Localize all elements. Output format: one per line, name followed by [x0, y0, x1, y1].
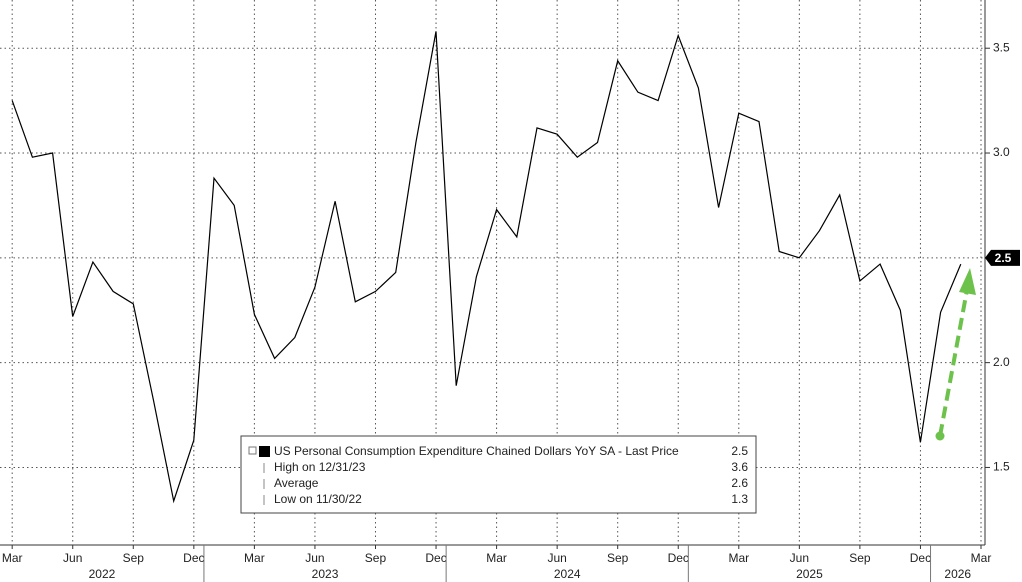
- axes: 1.5 2.0 2.5 3.0 3.5 Mar Jun Sep Dec Mar Jun Sep Dec M…: [2, 40, 1020, 582]
- x-tick-label: Dec: [910, 551, 931, 565]
- x-tick-label: Jun: [547, 551, 566, 565]
- legend-value: 1.3: [731, 492, 748, 506]
- legend: US Personal Consumption Expenditure Chai…: [240, 435, 757, 514]
- x-tick-label: Mar: [2, 551, 23, 565]
- y-tick-label: 2.0: [993, 355, 1010, 369]
- last-price-label: 2.5: [995, 251, 1012, 265]
- legend-value: 3.6: [731, 460, 748, 474]
- legend-title: US Personal Consumption Expenditure Chai…: [274, 444, 679, 458]
- legend-label: Average: [274, 476, 319, 490]
- legend-value: 2.6: [731, 476, 748, 490]
- x-tick-label: Dec: [668, 551, 689, 565]
- legend-box: [240, 435, 757, 514]
- legend-value: 2.5: [731, 444, 748, 458]
- legend-label: Low on 11/30/22: [274, 492, 362, 506]
- legend-collapse: [248, 446, 257, 455]
- legend-swatch: [259, 446, 270, 457]
- grid: [0, 0, 985, 545]
- x-tick-label: Jun: [63, 551, 82, 565]
- x-year-label: 2026: [944, 567, 971, 581]
- x-tick-label: Dec: [425, 551, 446, 565]
- x-tick-label: Sep: [365, 551, 387, 565]
- data-line: [11, 31, 962, 504]
- arrow-annotation: [935, 268, 976, 441]
- x-tick-label: Sep: [849, 551, 871, 565]
- x-tick-label: Mar: [971, 551, 992, 565]
- legend-label: High on 12/31/23: [274, 460, 366, 474]
- x-tick-label: Mar: [486, 551, 507, 565]
- x-year-label: 2025: [796, 567, 823, 581]
- x-year-label: 2024: [554, 567, 581, 581]
- y-tick-label: 3.0: [993, 145, 1010, 159]
- x-tick-label: Jun: [790, 551, 809, 565]
- x-year-label: 2022: [89, 567, 116, 581]
- x-tick-label: Sep: [123, 551, 145, 565]
- x-tick-label: Mar: [244, 551, 265, 565]
- x-tick-label: Jun: [305, 551, 324, 565]
- x-tick-label: Sep: [607, 551, 629, 565]
- y-tick-label: 1.5: [993, 460, 1010, 474]
- x-tick-label: Dec: [183, 551, 204, 565]
- x-tick-label: Mar: [728, 551, 749, 565]
- last-price-tag: [985, 249, 1020, 266]
- y-tick-label: 3.5: [993, 40, 1010, 54]
- plot-area: [11, 31, 962, 504]
- x-year-label: 2023: [312, 567, 339, 581]
